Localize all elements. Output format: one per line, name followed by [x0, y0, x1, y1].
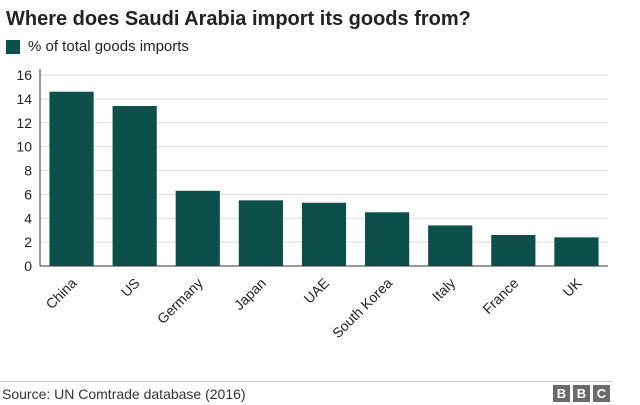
bbc-logo-letter: B: [553, 385, 570, 402]
bbc-logo: B B C: [553, 385, 610, 402]
bbc-logo-letter: B: [573, 385, 590, 402]
bar: [238, 200, 283, 266]
bar: [175, 190, 220, 266]
x-tick-label: China: [42, 275, 79, 312]
x-tick-label: Japan: [231, 275, 269, 313]
x-tick-label: UK: [559, 274, 585, 300]
y-tick-label: 16: [16, 67, 32, 83]
bar: [491, 234, 536, 266]
bar: [112, 106, 157, 266]
x-tick-label: US: [118, 275, 143, 300]
chart-title: Where does Saudi Arabia import its goods…: [6, 8, 471, 30]
x-tick-label: UAE: [300, 275, 332, 307]
bar: [554, 237, 599, 266]
bar: [301, 202, 347, 266]
y-tick-label: 2: [24, 234, 32, 250]
y-tick-label: 12: [16, 115, 32, 131]
legend-label: % of total goods imports: [28, 38, 189, 55]
y-tick-label: 0: [24, 258, 32, 274]
x-tick-label: France: [479, 275, 521, 317]
bbc-logo-letter: C: [593, 385, 610, 402]
footer-divider: [0, 381, 612, 382]
source-note: Source: UN Comtrade database (2016): [2, 386, 246, 402]
y-tick-label: 4: [24, 210, 32, 226]
bar: [428, 225, 473, 266]
x-tick-label: Germany: [154, 275, 206, 327]
y-tick-label: 10: [16, 139, 32, 155]
x-tick-label: Italy: [429, 275, 458, 304]
y-tick-label: 6: [24, 186, 32, 202]
legend: % of total goods imports: [6, 38, 189, 55]
y-tick-label: 14: [16, 91, 32, 107]
y-tick-label: 8: [24, 163, 32, 179]
bar: [365, 212, 410, 266]
legend-swatch: [6, 39, 20, 54]
x-tick-label: South Korea: [329, 275, 396, 342]
bar-chart: 0 2 4 6 8 10 12 14 16 China US Germany Japan UAESouth…: [16, 67, 608, 342]
bar: [49, 91, 94, 267]
